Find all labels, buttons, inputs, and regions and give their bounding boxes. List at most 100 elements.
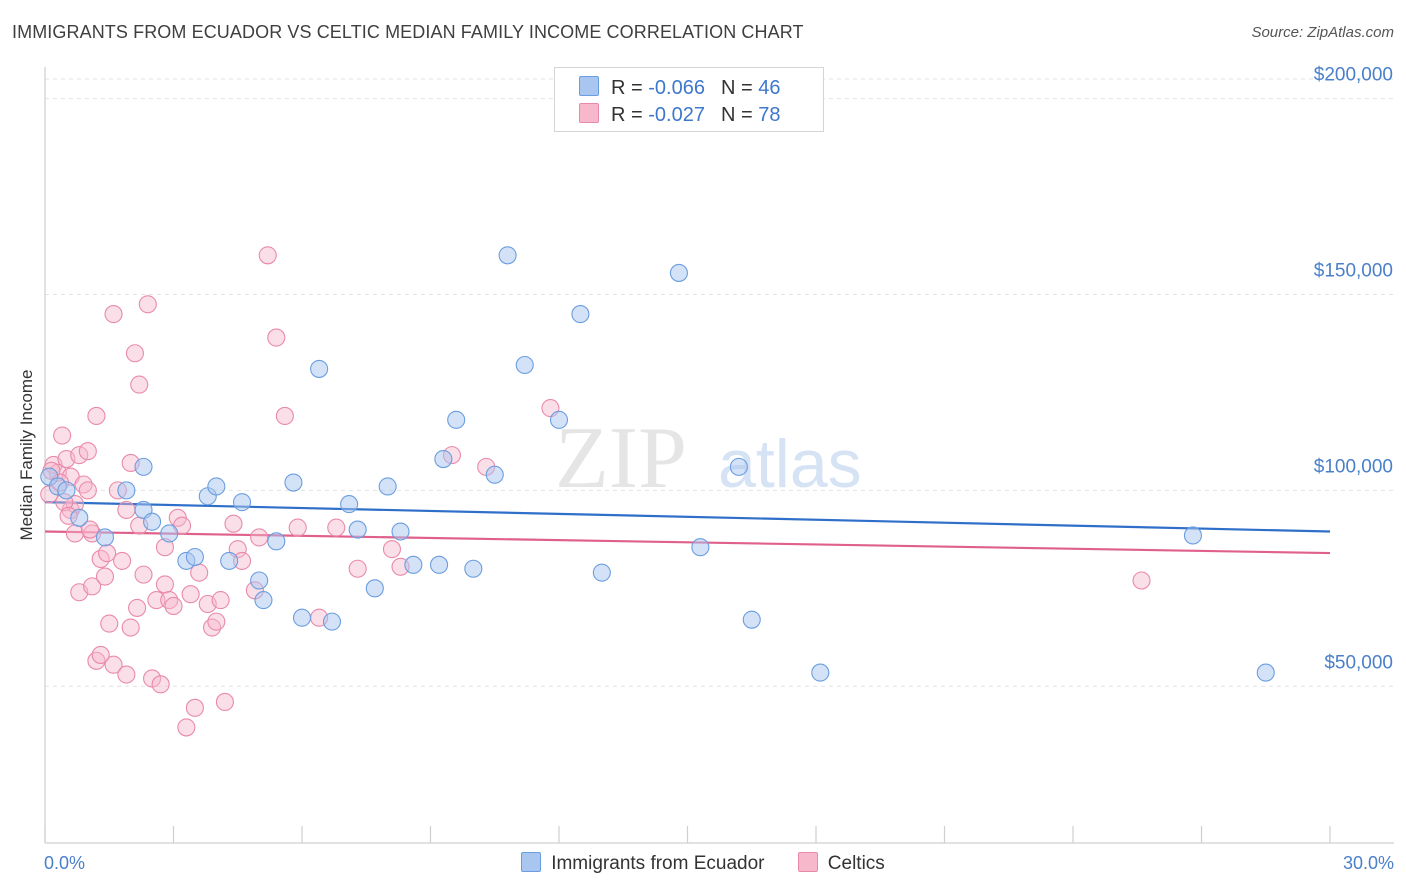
celtic-r-value: -0.027 <box>648 104 705 126</box>
celtic-point <box>78 442 97 461</box>
axes <box>44 67 1394 844</box>
celtic-point <box>128 598 147 617</box>
series-legend: Immigrants from Ecuador Celtics <box>0 852 1406 875</box>
watermark-zip: ZIP <box>555 410 687 507</box>
celtic-point <box>53 426 72 445</box>
celtic-point <box>104 655 123 674</box>
ecuador-point <box>232 493 252 512</box>
ecuador-point <box>340 495 359 514</box>
ecuador-point <box>220 551 239 570</box>
celtic-point <box>100 614 119 633</box>
celtic-point <box>181 585 200 604</box>
ecuador-point <box>1256 663 1275 682</box>
y-axis-title: Median Family Income <box>17 369 36 540</box>
celtic-point <box>95 567 115 586</box>
celtic-point <box>91 645 110 664</box>
celtic-n-value: 78 <box>758 104 781 126</box>
ecuador-point <box>134 457 153 476</box>
celtic-point <box>138 295 157 314</box>
ecuador-point <box>284 473 303 492</box>
y-tick-labels: $50,000 $100,000 $150,000 $200,000 <box>1314 65 1393 674</box>
ecuador-point <box>378 477 397 496</box>
r-label: R = <box>611 77 643 99</box>
ecuador-point <box>310 359 329 378</box>
legend-label-ecuador: Immigrants from Ecuador <box>551 853 765 874</box>
n-label: N = <box>720 77 753 99</box>
trend-lines <box>44 501 1331 555</box>
r-label: R = <box>611 104 643 126</box>
y-tick-label: $50,000 <box>1324 652 1393 673</box>
y-tick-label: $150,000 <box>1314 260 1393 281</box>
chart-title: IMMIGRANTS FROM ECUADOR VS CELTIC MEDIAN… <box>12 22 804 42</box>
legend-row-ecuador: R = -0.066 N = 46 <box>579 76 780 100</box>
y-tick-label: $200,000 <box>1314 65 1393 86</box>
ecuador-point <box>549 410 569 429</box>
ecuador-point <box>430 555 449 574</box>
watermark: ZIP atlas <box>555 410 862 507</box>
ecuador-point <box>185 547 204 567</box>
ecuador-trend-line <box>44 501 1331 533</box>
celtic-point <box>134 565 153 584</box>
legend-label-celtics: Celtics <box>827 853 885 874</box>
ecuador-point <box>117 481 136 500</box>
ecuador-point <box>691 538 710 557</box>
ecuador-point <box>742 610 761 629</box>
celtic-point <box>258 246 277 265</box>
celtic-point <box>70 446 89 465</box>
legend-item-ecuador[interactable]: Immigrants from Ecuador <box>521 852 765 875</box>
celtic-point <box>121 618 140 637</box>
celtic-points <box>40 246 1151 737</box>
celtic-point <box>288 518 307 537</box>
celtic-point <box>327 518 346 537</box>
celtic-point <box>275 406 294 425</box>
legend-row-celtic: R = -0.027 N = 78 <box>579 103 780 127</box>
ecuador-point <box>811 663 830 682</box>
ecuador-point <box>464 559 483 578</box>
celtic-point <box>348 559 367 578</box>
ecuador-point <box>571 305 590 324</box>
celtic-point <box>98 544 117 563</box>
celtic-point <box>130 375 149 394</box>
ecuador-point <box>143 512 162 531</box>
celtic-point <box>155 575 174 594</box>
ecuador-point <box>250 571 269 590</box>
celtic-point <box>125 344 144 363</box>
celtic-point <box>117 665 136 684</box>
celtic-trend-line <box>44 530 1331 555</box>
celtic-point <box>151 675 170 694</box>
ecuador-point <box>57 481 76 500</box>
ecuador-points <box>40 246 1275 682</box>
ecuador-point <box>1183 526 1202 545</box>
celtic-swatch <box>797 852 818 872</box>
n-label: N = <box>720 104 753 126</box>
ecuador-point <box>498 246 517 265</box>
celtic-point <box>104 305 123 324</box>
celtic-point <box>267 328 286 347</box>
ecuador-point <box>95 528 115 547</box>
ecuador-point <box>365 579 384 598</box>
celtic-point <box>117 500 136 520</box>
celtic-point <box>382 540 402 559</box>
ecuador-point <box>404 555 423 574</box>
ecuador-point <box>292 608 312 627</box>
ecuador-point <box>391 522 410 541</box>
ecuador-swatch <box>521 852 542 872</box>
ecuador-point <box>267 532 286 551</box>
source-note: Source: ZipAtlas.com <box>1251 24 1394 41</box>
ecuador-point <box>592 563 611 582</box>
ecuador-point <box>447 410 466 429</box>
celtic-point <box>207 612 226 631</box>
celtic-point <box>80 520 100 539</box>
ecuador-point <box>207 477 226 496</box>
celtic-point <box>147 591 166 610</box>
legend-item-celtics[interactable]: Celtics <box>797 852 885 875</box>
ecuador-point <box>254 591 273 610</box>
ecuador-point <box>515 355 534 375</box>
celtic-point <box>215 692 234 712</box>
ecuador-swatch <box>579 76 599 96</box>
ecuador-point <box>434 449 453 469</box>
celtic-point <box>78 481 97 500</box>
celtic-point <box>211 591 230 610</box>
celtic-swatch <box>579 103 599 123</box>
